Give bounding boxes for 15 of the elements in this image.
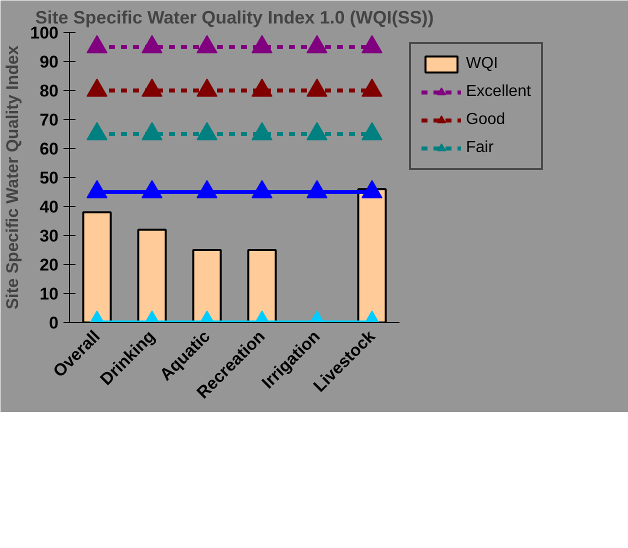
y-axis-title: Site Specific Water Quality Index bbox=[3, 45, 22, 310]
y-tick-label: 50 bbox=[40, 168, 59, 188]
y-tick-label: 10 bbox=[40, 284, 59, 304]
y-tick-label: 40 bbox=[40, 198, 59, 216]
y-tick-label: 0 bbox=[49, 314, 59, 332]
legend-label: Fair bbox=[466, 139, 494, 157]
y-tick-label: 30 bbox=[40, 226, 59, 246]
y-tick-label: 70 bbox=[40, 110, 59, 130]
y-tick-label: 90 bbox=[40, 52, 59, 72]
legend-label: Excellent bbox=[466, 83, 531, 101]
legend-label: WQI bbox=[466, 55, 498, 73]
y-tick-label: 60 bbox=[40, 140, 59, 158]
y-tick-label: 80 bbox=[40, 82, 59, 100]
y-tick-label: 20 bbox=[40, 256, 59, 274]
legend-label: Good bbox=[466, 111, 506, 129]
